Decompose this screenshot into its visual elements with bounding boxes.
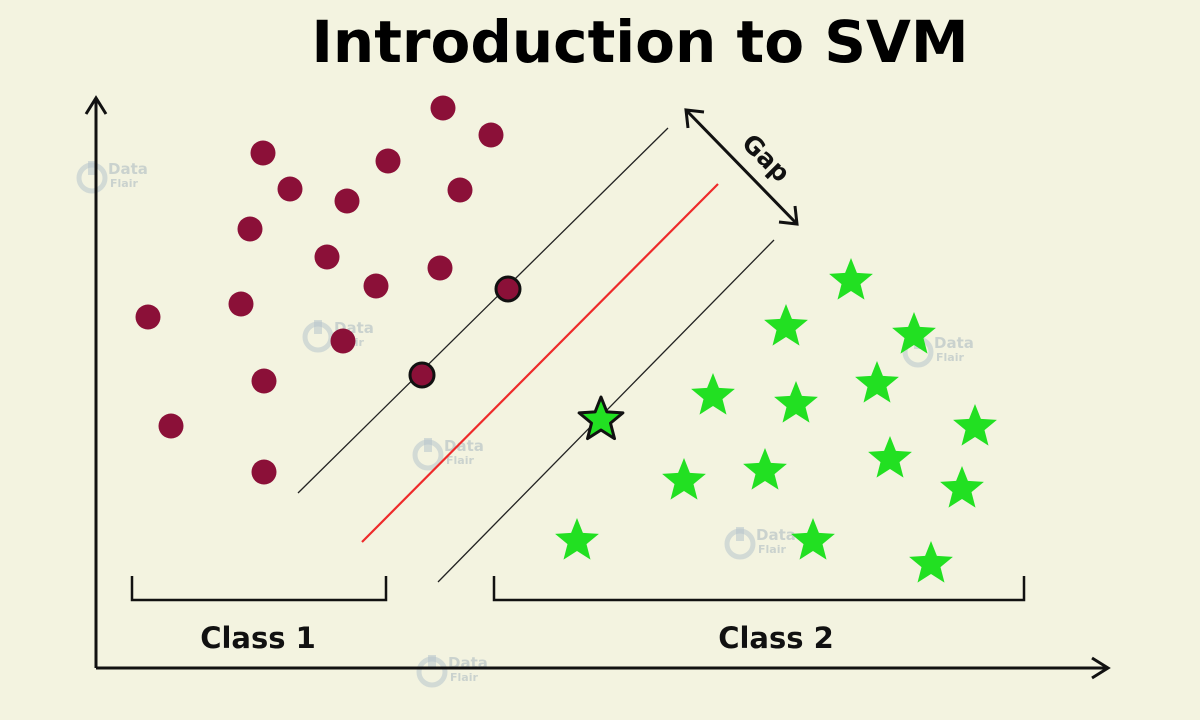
page-title: Introduction to SVM [311,8,968,76]
class-1-point [447,177,473,203]
class-1-point [237,216,263,242]
gap-arrow-line [684,108,799,226]
class-2-point [662,458,706,500]
class-1-point [251,459,277,485]
class-2-point [829,258,873,300]
class-2-point [791,518,835,560]
margin-line-class-1 [297,127,669,494]
class-2-point [940,466,984,508]
watermark-line-2: Flair [110,177,138,190]
class-1-point [330,328,356,354]
class-1-point [135,304,161,330]
watermark-line-1: Data [108,160,148,178]
class-1-point [228,291,254,317]
support-vector-circle [408,361,436,389]
class-2-point [892,312,936,354]
gap-label: Gap [736,128,796,188]
class-1-points [135,95,522,485]
class-2-point [555,518,599,560]
class-2-point [764,304,808,346]
watermark-line-2: Flair [936,351,964,364]
class-2-point [868,436,912,478]
watermark-line-1: Data [934,334,974,352]
class-1-point [251,368,277,394]
class-2-point [774,381,818,423]
dataflair-logo-icon [415,438,441,468]
class-2-point [743,448,787,490]
hyperplane-line [361,183,719,543]
watermark-line-2: Flair [450,671,478,684]
dataflair-logo-icon [79,161,105,191]
gap-arrow-head-icon [684,108,705,129]
class-2-point [953,404,997,446]
class-1-point [314,244,340,270]
class-1-point [334,188,360,214]
class-1-point [478,122,504,148]
dataflair-logo-icon [419,655,445,685]
watermark-line-2: Flair [446,454,474,467]
class-1-point [277,176,303,202]
x-axis-arrow-icon [1091,656,1111,680]
support-vector-circle [494,275,522,303]
class-1-point [158,413,184,439]
class-1-point [427,255,453,281]
class-1-point [363,273,389,299]
class-2-point [855,361,899,403]
class-2-point [691,373,735,415]
class-2-points [555,258,997,583]
axes [84,95,1111,680]
class-2-label: Class 2 [718,621,834,655]
dataflair-logo-icon [305,320,331,350]
class-1-bracket [130,576,388,602]
support-vector-star [577,395,625,441]
class-2-point [909,541,953,583]
watermark-group: DataFlairDataFlairDataFlairDataFlairData… [79,160,974,685]
class-1-label: Class 1 [200,621,316,655]
y-axis-arrow-icon [84,95,108,115]
watermark-line-2: Flair [758,543,786,556]
class-2-bracket [492,576,1026,602]
gap-arrow: Gap [684,108,799,226]
class-1-point [430,95,456,121]
watermark-line-1: Data [756,526,796,544]
gap-arrow-tail-icon [778,205,799,226]
class-1-point [250,140,276,166]
dataflair-logo-icon [727,527,753,557]
class-1-point [375,148,401,174]
